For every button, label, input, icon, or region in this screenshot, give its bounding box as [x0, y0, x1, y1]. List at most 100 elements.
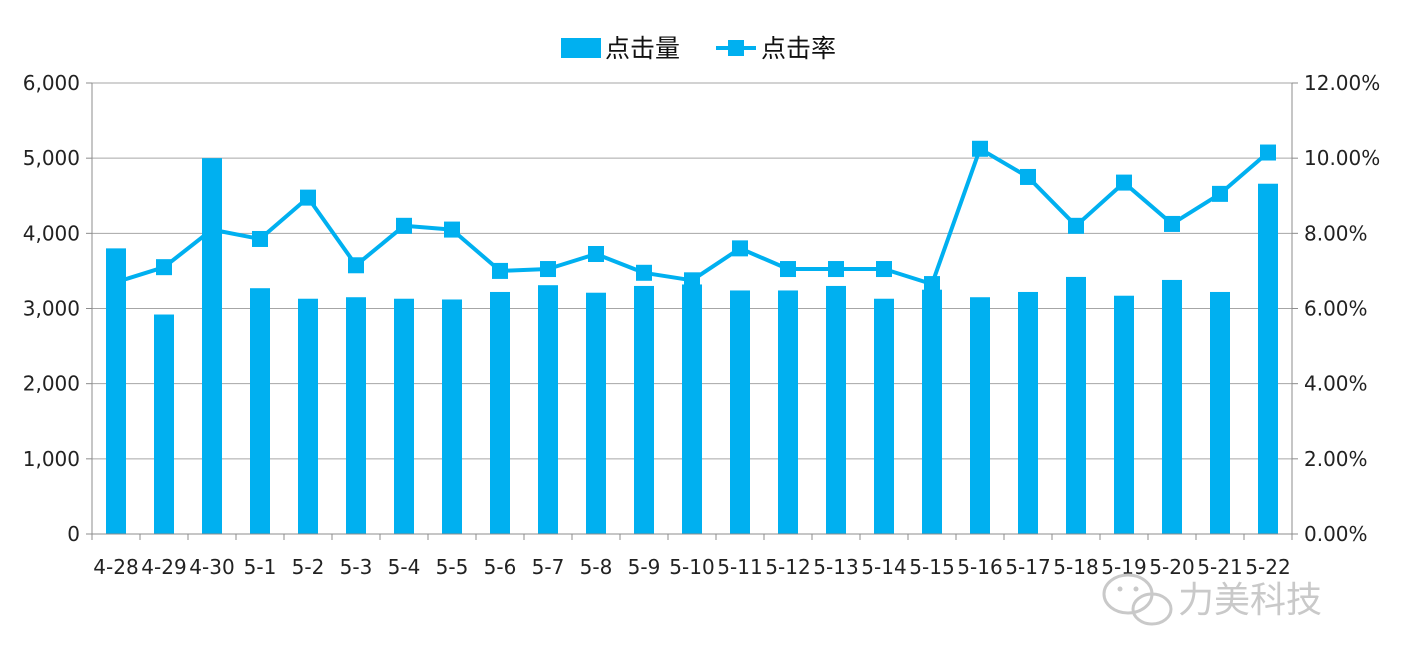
x-tick-label: 5-6: [484, 555, 517, 579]
ctr-point-5-6: [492, 262, 508, 279]
bar-5-14: [874, 298, 894, 534]
x-tick-label: 4-30: [189, 555, 234, 579]
bar-5-5: [442, 299, 462, 534]
bar-5-15: [922, 289, 942, 534]
bar-5-10: [682, 284, 702, 534]
ctr-point-5-19: [1116, 174, 1132, 191]
bar-5-2: [298, 298, 318, 534]
x-tick-label: 5-10: [669, 555, 714, 579]
legend-label-bar: 点击量: [605, 34, 680, 63]
ctr-point-5-16: [972, 140, 988, 157]
ctr-point-5-7: [540, 261, 556, 278]
bar-5-20: [1162, 279, 1182, 534]
y-right-tick-label: 0.00%: [1304, 522, 1368, 546]
y-axis-right-ticks: 0.00% 2.00% 4.00% 6.00% 8.00% 10.00% 12.00%: [1304, 71, 1380, 546]
wechat-icon: [1102, 573, 1173, 626]
x-tick-label: 5-12: [765, 555, 810, 579]
bar-series-clicks: [106, 158, 1278, 534]
bar-5-13: [826, 285, 846, 534]
ctr-point-4-29: [156, 259, 172, 276]
ctr-point-5-5: [444, 221, 460, 238]
x-tick-label: 5-14: [861, 555, 906, 579]
x-tick-label: 4-28: [93, 555, 138, 579]
y-right-tick-label: 6.00%: [1304, 297, 1368, 321]
legend-swatch-marker: [728, 40, 744, 56]
y-right-tick-label: 12.00%: [1304, 71, 1380, 95]
ctr-point-5-22: [1260, 144, 1276, 161]
bar-4-30: [202, 158, 222, 534]
bar-5-1: [250, 288, 270, 534]
bar-4-28: [106, 248, 126, 534]
bar-5-21: [1210, 291, 1230, 534]
ctr-point-5-10: [684, 272, 700, 289]
ctr-point-5-1: [252, 230, 268, 247]
x-axis-ticks: 4-28 4-29 4-30 5-1 5-2 5-3 5-4 5-5 5-6 5-7 5-8 5-9 5…: [93, 555, 1290, 579]
x-tick-label: 5-5: [436, 555, 469, 579]
ctr-point-5-20: [1164, 215, 1180, 232]
x-tick-label: 5-8: [580, 555, 613, 579]
line-series-ctr: [108, 140, 1276, 293]
x-tick-label: 5-18: [1053, 555, 1098, 579]
x-tick-label: 4-29: [141, 555, 186, 579]
x-tick-label: 5-16: [957, 555, 1002, 579]
axes: [86, 82, 1298, 540]
x-tick-label: 5-7: [532, 555, 565, 579]
y-left-tick-label: 5,000: [23, 146, 80, 170]
ctr-point-5-8: [588, 246, 604, 263]
legend: 点击量 点击率: [561, 34, 836, 63]
bar-5-7: [538, 285, 558, 534]
bar-5-12: [778, 290, 798, 534]
ctr-point-5-12: [780, 261, 796, 278]
watermark: 力美科技: [1102, 573, 1322, 626]
x-tick-label: 5-1: [244, 555, 277, 579]
bar-5-6: [490, 291, 510, 534]
ctr-point-5-2: [300, 189, 316, 206]
ctr-line: [115, 146, 1270, 287]
x-tick-label: 5-11: [717, 555, 762, 579]
ctr-point-5-14: [876, 261, 892, 278]
y-left-tick-label: 0: [67, 522, 80, 546]
bar-5-16: [970, 297, 990, 534]
ctr-point-5-3: [348, 257, 364, 274]
ctr-point-5-4: [396, 217, 412, 234]
ctr-point-5-17: [1020, 168, 1036, 185]
ctr-point-5-11: [732, 240, 748, 257]
ctr-point-5-21: [1212, 185, 1228, 202]
bar-5-3: [346, 297, 366, 534]
y-left-tick-label: 3,000: [23, 297, 80, 321]
ctr-point-5-18: [1068, 217, 1084, 234]
x-tick-label: 5-13: [813, 555, 858, 579]
x-tick-label: 5-21: [1197, 555, 1242, 579]
y-left-tick-label: 2,000: [23, 372, 80, 396]
y-right-tick-label: 4.00%: [1304, 372, 1368, 396]
x-tick-label: 5-20: [1149, 555, 1194, 579]
legend-label-line: 点击率: [761, 34, 836, 63]
x-tick-label: 5-4: [388, 555, 421, 579]
bar-5-18: [1066, 276, 1086, 534]
bar-5-9: [634, 285, 654, 534]
bar-4-29: [154, 314, 174, 534]
ctr-point-5-15: [924, 276, 940, 293]
x-tick-label: 5-9: [628, 555, 661, 579]
y-left-tick-label: 6,000: [23, 71, 80, 95]
y-right-tick-label: 8.00%: [1304, 221, 1368, 245]
ctr-point-5-13: [828, 261, 844, 278]
bar-5-8: [586, 292, 606, 534]
bar-5-11: [730, 290, 750, 534]
ctr-point-5-9: [636, 264, 652, 281]
bar-5-4: [394, 298, 414, 534]
legend-swatch-bar: [561, 38, 601, 58]
y-right-tick-label: 10.00%: [1304, 146, 1380, 170]
y-right-tick-label: 2.00%: [1304, 447, 1368, 471]
bar-5-22: [1258, 183, 1278, 534]
x-tick-label: 5-17: [1005, 555, 1050, 579]
bar-5-17: [1018, 291, 1038, 534]
y-axis-left-ticks: 0 1,000 2,000 3,000 4,000 5,000 6,000: [23, 71, 80, 546]
x-tick-label: 5-2: [292, 555, 325, 579]
x-tick-label: 5-22: [1245, 555, 1290, 579]
x-tick-label: 5-15: [909, 555, 954, 579]
watermark-text: 力美科技: [1178, 580, 1322, 621]
y-left-tick-label: 4,000: [23, 221, 80, 245]
ctr-point-4-30: [204, 221, 220, 238]
